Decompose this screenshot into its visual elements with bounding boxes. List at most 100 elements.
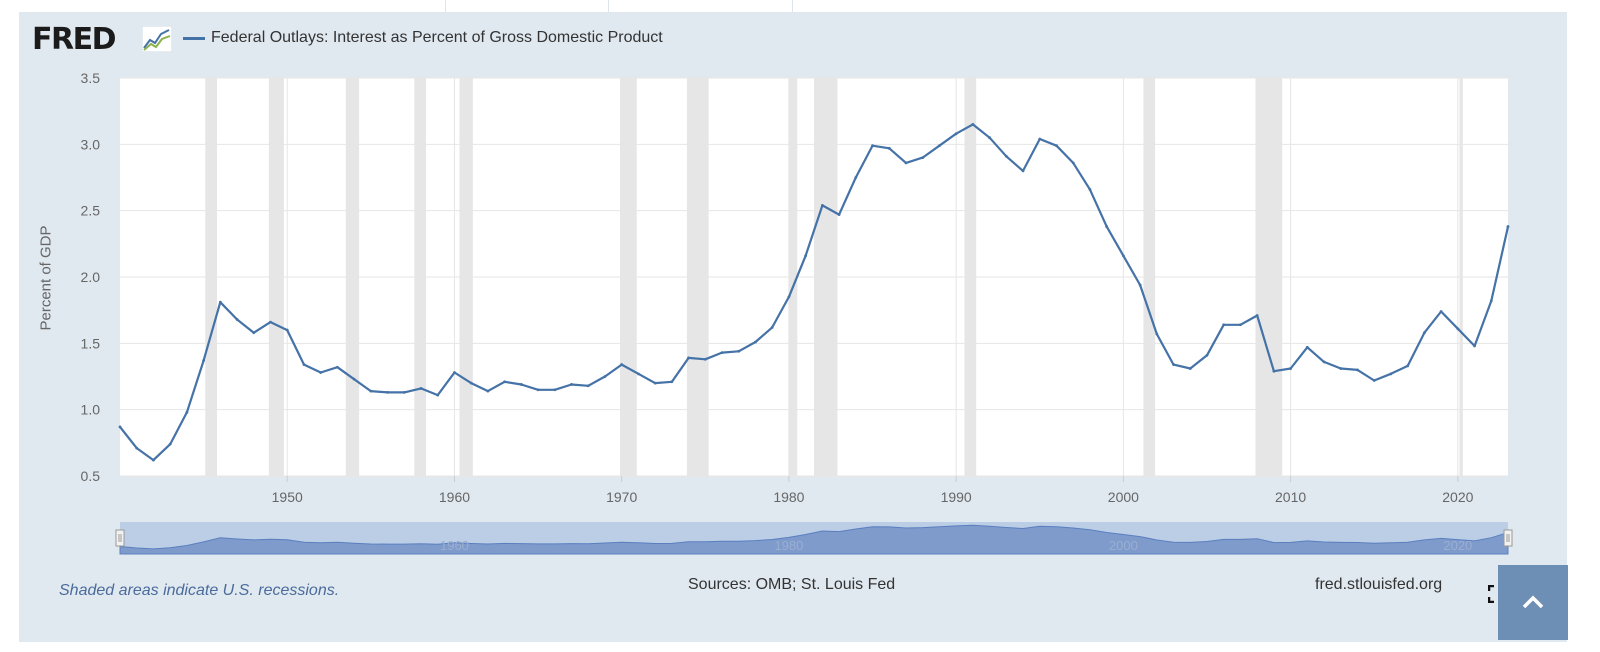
data-point bbox=[1506, 225, 1510, 228]
data-point bbox=[603, 375, 607, 378]
data-point bbox=[820, 203, 824, 207]
data-point bbox=[1239, 323, 1242, 327]
data-point bbox=[453, 371, 456, 374]
data-point bbox=[285, 328, 289, 332]
top-divider bbox=[608, 0, 609, 12]
data-point bbox=[1422, 331, 1426, 335]
top-divider bbox=[445, 0, 446, 12]
data-point bbox=[335, 365, 339, 369]
y-tick-label: 1.0 bbox=[81, 402, 101, 418]
data-point bbox=[135, 446, 139, 450]
data-point bbox=[319, 371, 323, 374]
sources-text: Sources: OMB; St. Louis Fed bbox=[688, 576, 896, 593]
data-point bbox=[1205, 353, 1209, 357]
line-graph-icon bbox=[142, 26, 172, 52]
data-point bbox=[670, 380, 674, 384]
data-point bbox=[386, 391, 389, 394]
data-point bbox=[352, 377, 356, 381]
fred-logo[interactable]: FRED bbox=[32, 22, 117, 57]
navigator-tick-label: 2020 bbox=[1443, 538, 1472, 553]
data-point bbox=[1305, 345, 1309, 349]
data-point bbox=[737, 349, 741, 353]
data-point bbox=[118, 425, 122, 429]
data-point bbox=[553, 388, 557, 392]
y-tick-label: 0.5 bbox=[81, 468, 101, 484]
data-point bbox=[486, 389, 490, 393]
scroll-to-top-button[interactable] bbox=[1498, 565, 1568, 640]
data-point bbox=[787, 295, 791, 299]
data-point bbox=[536, 388, 540, 392]
data-point bbox=[1105, 225, 1109, 228]
data-point bbox=[1356, 368, 1359, 372]
data-point bbox=[1172, 363, 1175, 366]
data-point bbox=[402, 391, 406, 394]
data-point bbox=[620, 363, 624, 366]
data-point bbox=[1289, 367, 1293, 370]
y-tick-label: 3.0 bbox=[81, 136, 101, 152]
data-point bbox=[1071, 161, 1075, 165]
data-point bbox=[1222, 323, 1226, 327]
y-tick-label: 1.5 bbox=[81, 335, 101, 351]
data-point bbox=[419, 387, 423, 390]
x-tick-label: 1950 bbox=[272, 489, 303, 505]
data-point bbox=[871, 144, 874, 148]
data-point bbox=[1055, 144, 1058, 148]
navigator-handle[interactable] bbox=[115, 529, 125, 547]
data-point bbox=[1138, 283, 1142, 287]
data-point bbox=[202, 359, 206, 362]
data-point bbox=[637, 372, 640, 376]
navigator-tick-label: 1980 bbox=[774, 538, 803, 553]
data-point bbox=[1188, 367, 1192, 370]
data-point bbox=[302, 363, 306, 366]
chart-legend[interactable]: Federal Outlays: Interest as Percent of … bbox=[183, 28, 663, 48]
y-tick-label: 2.5 bbox=[81, 203, 101, 219]
data-point bbox=[754, 340, 757, 344]
data-point bbox=[988, 136, 991, 140]
data-point bbox=[954, 132, 958, 136]
data-point bbox=[720, 351, 724, 355]
data-point bbox=[653, 381, 657, 385]
data-point bbox=[469, 381, 473, 385]
data-point bbox=[218, 300, 222, 304]
x-tick-label: 1970 bbox=[606, 489, 637, 505]
x-tick-label: 1960 bbox=[439, 489, 470, 505]
data-point bbox=[369, 389, 373, 393]
data-point bbox=[1004, 154, 1008, 158]
navigator-series bbox=[119, 524, 1509, 555]
data-point bbox=[503, 380, 507, 384]
y-tick-label: 3.5 bbox=[81, 70, 101, 86]
data-point bbox=[1088, 188, 1092, 191]
data-point bbox=[1439, 310, 1443, 313]
data-point bbox=[971, 123, 975, 126]
navigator-tick-label: 1960 bbox=[440, 538, 469, 553]
data-point bbox=[235, 318, 239, 321]
data-point bbox=[1038, 137, 1042, 141]
data-point bbox=[185, 410, 189, 414]
data-point bbox=[904, 161, 908, 165]
data-point bbox=[152, 458, 155, 462]
data-point bbox=[1021, 169, 1025, 173]
data-point bbox=[837, 213, 841, 217]
x-tick-label: 1980 bbox=[773, 489, 804, 505]
data-point bbox=[938, 144, 941, 148]
data-point bbox=[1322, 360, 1326, 364]
data-point bbox=[854, 176, 858, 179]
data-point bbox=[703, 357, 707, 361]
site-link[interactable]: fred.stlouisfed.org bbox=[1315, 576, 1443, 593]
navigator-tick-label: 2000 bbox=[1109, 538, 1138, 553]
data-point bbox=[570, 383, 573, 386]
data-point bbox=[168, 442, 172, 446]
x-tick-label: 2010 bbox=[1275, 489, 1306, 505]
data-point bbox=[770, 326, 774, 329]
data-point bbox=[436, 393, 440, 397]
legend-swatch bbox=[183, 36, 205, 40]
data-point bbox=[1406, 364, 1410, 368]
data-point bbox=[1255, 314, 1259, 317]
data-point bbox=[586, 384, 590, 388]
data-point bbox=[1389, 372, 1393, 376]
y-tick-label: 2.0 bbox=[81, 269, 101, 285]
data-point bbox=[252, 331, 256, 335]
navigator-handle[interactable] bbox=[1503, 529, 1513, 547]
data-point bbox=[804, 254, 808, 258]
